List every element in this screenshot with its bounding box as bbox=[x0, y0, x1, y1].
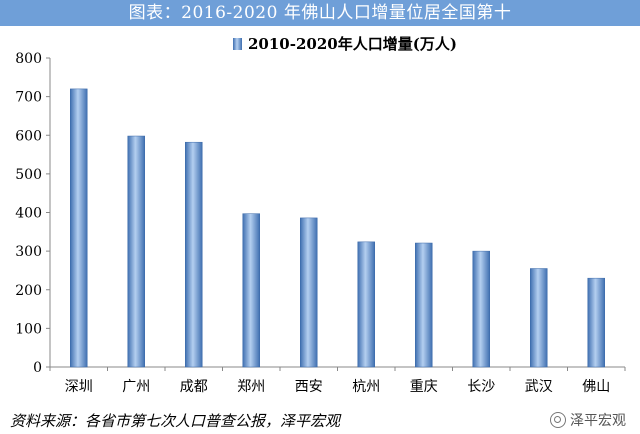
x-tick-label: 杭州 bbox=[352, 379, 380, 395]
y-tick-label: 700 bbox=[15, 90, 42, 106]
y-tick-label: 300 bbox=[15, 244, 42, 260]
bar-成都 bbox=[185, 141, 203, 368]
x-tick-label: 西安 bbox=[295, 379, 323, 395]
x-tick-label: 郑州 bbox=[237, 379, 265, 395]
bar-武汉 bbox=[530, 268, 548, 368]
y-tick-label: 100 bbox=[15, 321, 42, 337]
x-tick-label: 深圳 bbox=[65, 379, 93, 395]
y-tick-label: 0 bbox=[33, 360, 42, 376]
legend-swatch bbox=[233, 38, 242, 50]
bar-佛山 bbox=[587, 277, 605, 368]
x-tick-label: 重庆 bbox=[410, 379, 438, 395]
x-tick-label: 成都 bbox=[180, 379, 208, 395]
x-tick-label: 广州 bbox=[122, 379, 150, 395]
bar-长沙 bbox=[472, 250, 490, 368]
chart-title: 图表：2016-2020 年佛山人口增量位居全国第十 bbox=[0, 0, 640, 26]
watermark: 泽平宏观 bbox=[550, 410, 626, 430]
bar-广州 bbox=[127, 135, 145, 368]
x-tick-label: 武汉 bbox=[525, 379, 553, 395]
bar-深圳 bbox=[70, 88, 88, 368]
x-tick-label: 佛山 bbox=[582, 379, 610, 395]
wechat-icon bbox=[550, 412, 566, 428]
y-tick-label: 200 bbox=[15, 283, 42, 299]
y-tick-label: 500 bbox=[15, 167, 42, 183]
bar-郑州 bbox=[242, 213, 260, 368]
bar-chart: 2010-2020年人口增量(万人) 0 100 200 300 400 500 600 70… bbox=[15, 35, 626, 395]
watermark-text: 泽平宏观 bbox=[570, 413, 626, 429]
y-tick-label: 600 bbox=[15, 128, 42, 144]
legend: 2010-2020年人口增量(万人) bbox=[233, 35, 457, 53]
bar-重庆 bbox=[415, 242, 433, 368]
y-tick-label: 400 bbox=[15, 206, 42, 222]
bar-西安 bbox=[300, 217, 318, 368]
chart-area: 2010-2020年人口增量(万人) 0 100 200 300 400 500 600 70… bbox=[0, 26, 640, 408]
x-tick-label: 长沙 bbox=[467, 379, 495, 395]
y-tick-label: 800 bbox=[15, 51, 42, 67]
bar-杭州 bbox=[357, 241, 375, 368]
source-note: 资料来源：各省市第七次人口普查公报，泽平宏观 bbox=[10, 412, 341, 430]
legend-label: 2010-2020年人口增量(万人) bbox=[248, 35, 457, 53]
